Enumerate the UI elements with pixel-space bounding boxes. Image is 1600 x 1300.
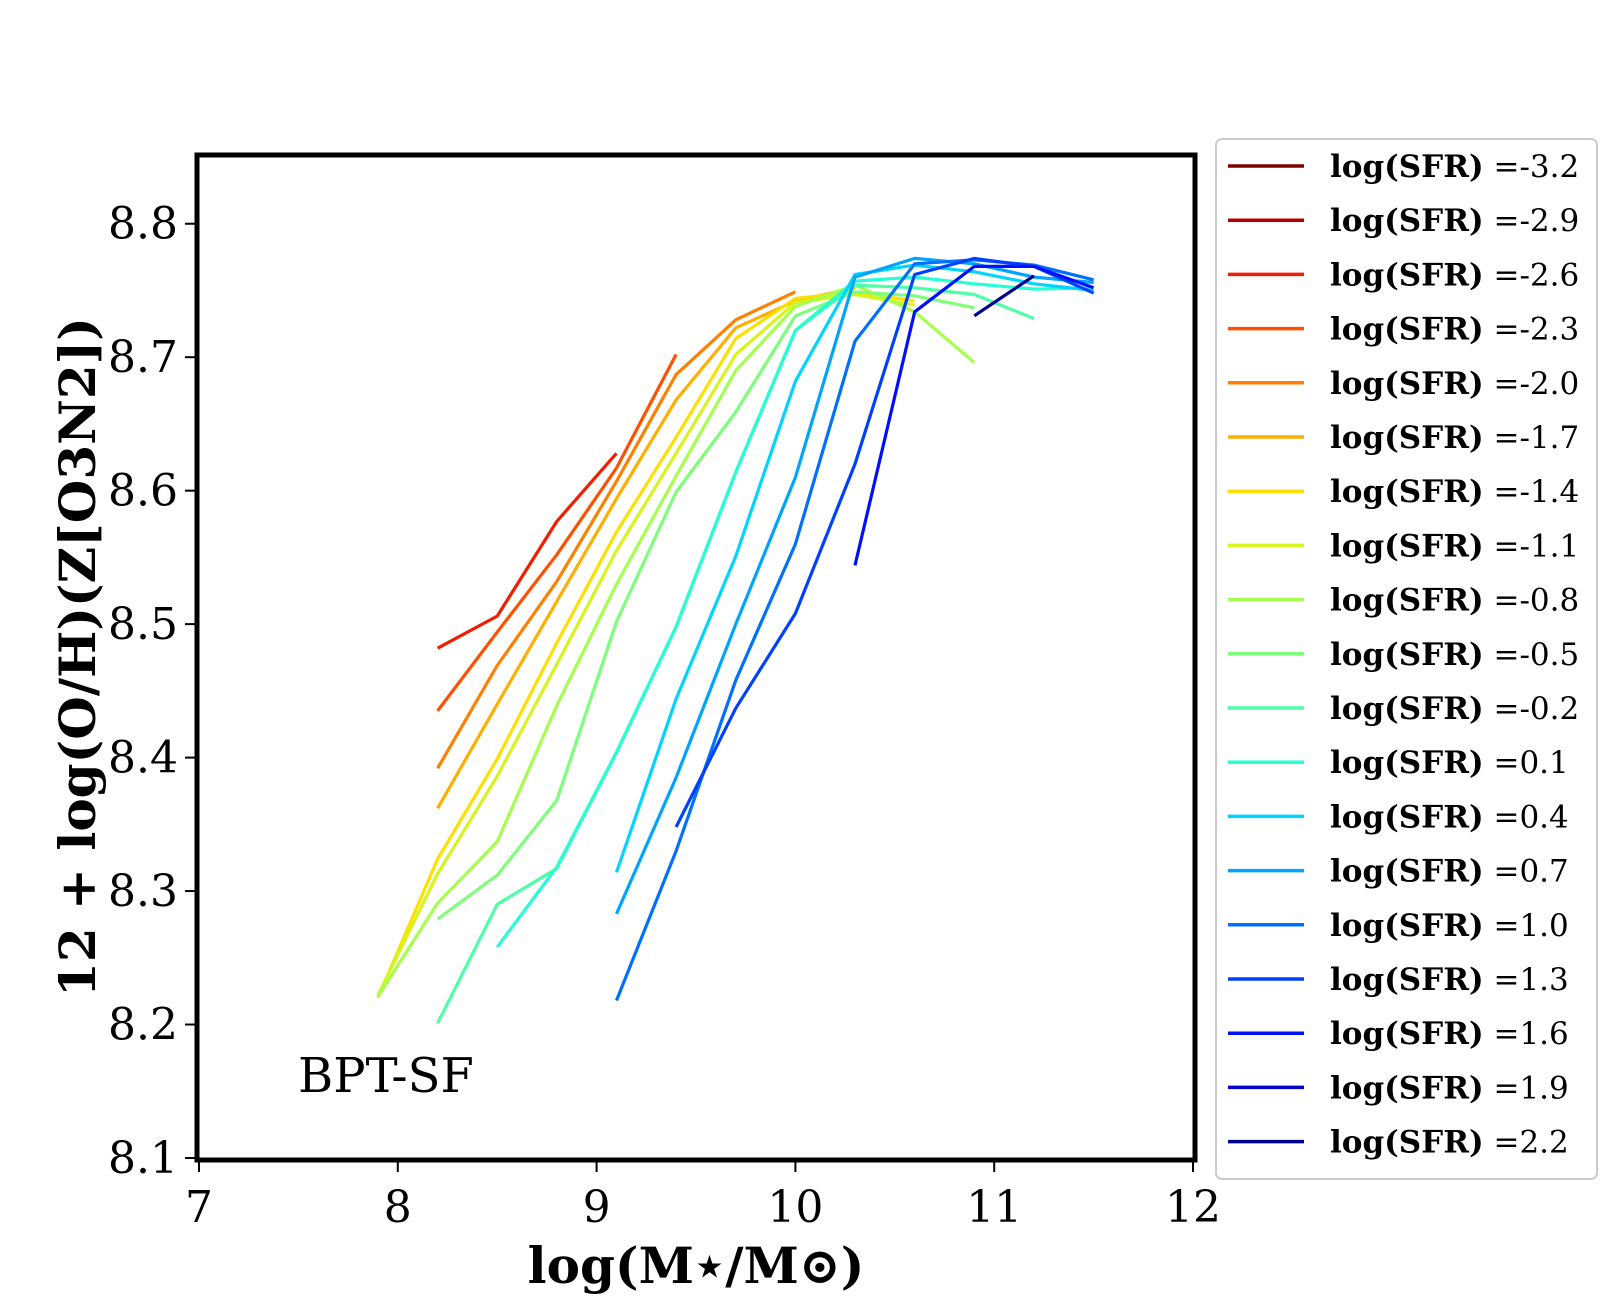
series-line-11 xyxy=(495,275,1094,949)
legend-label: log(SFR) =0.7 xyxy=(1330,854,1569,890)
legend-label: log(SFR) =-2.6 xyxy=(1330,257,1579,293)
legend-label: log(SFR) =-1.1 xyxy=(1330,528,1579,564)
x-tick-label: 9 xyxy=(583,1182,611,1233)
series-line-12 xyxy=(614,263,1094,873)
series-line-4 xyxy=(436,290,797,770)
x-tick-label: 11 xyxy=(966,1182,1022,1233)
plot-frame xyxy=(194,152,1198,1163)
y-tick-label: 8.7 xyxy=(108,332,178,383)
legend-label: log(SFR) =1.3 xyxy=(1330,962,1569,998)
legend-label: log(SFR) =-3.2 xyxy=(1330,149,1579,185)
series-line-6 xyxy=(376,290,915,999)
legend-label: log(SFR) =-1.4 xyxy=(1330,474,1579,510)
y-tick-label: 8.4 xyxy=(108,733,178,784)
y-tick-label: 8.1 xyxy=(108,1133,178,1184)
legend-label: log(SFR) =0.4 xyxy=(1330,799,1569,835)
plot-series-lines xyxy=(376,256,1095,1024)
y-tick-label: 8.6 xyxy=(108,466,178,517)
series-line-3 xyxy=(436,353,678,712)
legend-label: log(SFR) =-2.9 xyxy=(1330,203,1579,239)
series-line-8 xyxy=(376,283,976,998)
y-axis-title: 12 + log(O/H)(Z[O3N2]) xyxy=(48,317,107,997)
legend-frame xyxy=(1215,138,1598,1180)
annotation-bpt-sf: BPT-SF xyxy=(298,1048,474,1104)
legend: log(SFR) =-3.2 log(SFR) =-2.9 log(SFR) =-2… xyxy=(1228,149,1579,1161)
legend-label: log(SFR) =1.6 xyxy=(1330,1016,1569,1052)
legend-label: log(SFR) =0.1 xyxy=(1330,745,1569,781)
series-line-14 xyxy=(615,258,1094,1002)
series-line-16 xyxy=(853,264,1095,566)
x-axis-title: log(M⋆/M⊙) xyxy=(528,1236,865,1295)
y-tick-label: 8.3 xyxy=(108,866,178,917)
legend-label: log(SFR) =-0.5 xyxy=(1330,637,1579,673)
legend-label: log(SFR) =2.2 xyxy=(1330,1125,1569,1161)
y-tick-label: 8.8 xyxy=(108,199,178,250)
legend-label: log(SFR) =1.0 xyxy=(1330,908,1569,944)
legend-label: log(SFR) =-2.0 xyxy=(1330,366,1579,402)
x-tick-label: 12 xyxy=(1165,1182,1221,1233)
x-tick-label: 10 xyxy=(767,1182,823,1233)
y-tick-label: 8.5 xyxy=(108,599,178,650)
series-line-2 xyxy=(436,452,618,650)
legend-label: log(SFR) =-1.7 xyxy=(1330,420,1579,456)
legend-label: log(SFR) =-0.8 xyxy=(1330,583,1579,619)
x-tick-label: 8 xyxy=(384,1182,412,1233)
series-line-18 xyxy=(973,274,1035,318)
series-line-7 xyxy=(376,292,915,996)
series-line-9 xyxy=(436,290,975,921)
legend-label: log(SFR) =1.9 xyxy=(1330,1070,1569,1106)
y-axis: 8.1 8.2 8.3 8.4 8.5 8.6 8.7 8.8 xyxy=(108,199,197,1184)
x-tick-label: 7 xyxy=(185,1182,213,1233)
y-tick-label: 8.2 xyxy=(108,1000,178,1051)
legend-label: log(SFR) =-0.2 xyxy=(1330,691,1579,727)
x-axis: 7 8 9 10 11 12 xyxy=(185,1160,1221,1233)
series-line-13 xyxy=(615,256,1094,915)
legend-label: log(SFR) =-2.3 xyxy=(1330,312,1579,348)
